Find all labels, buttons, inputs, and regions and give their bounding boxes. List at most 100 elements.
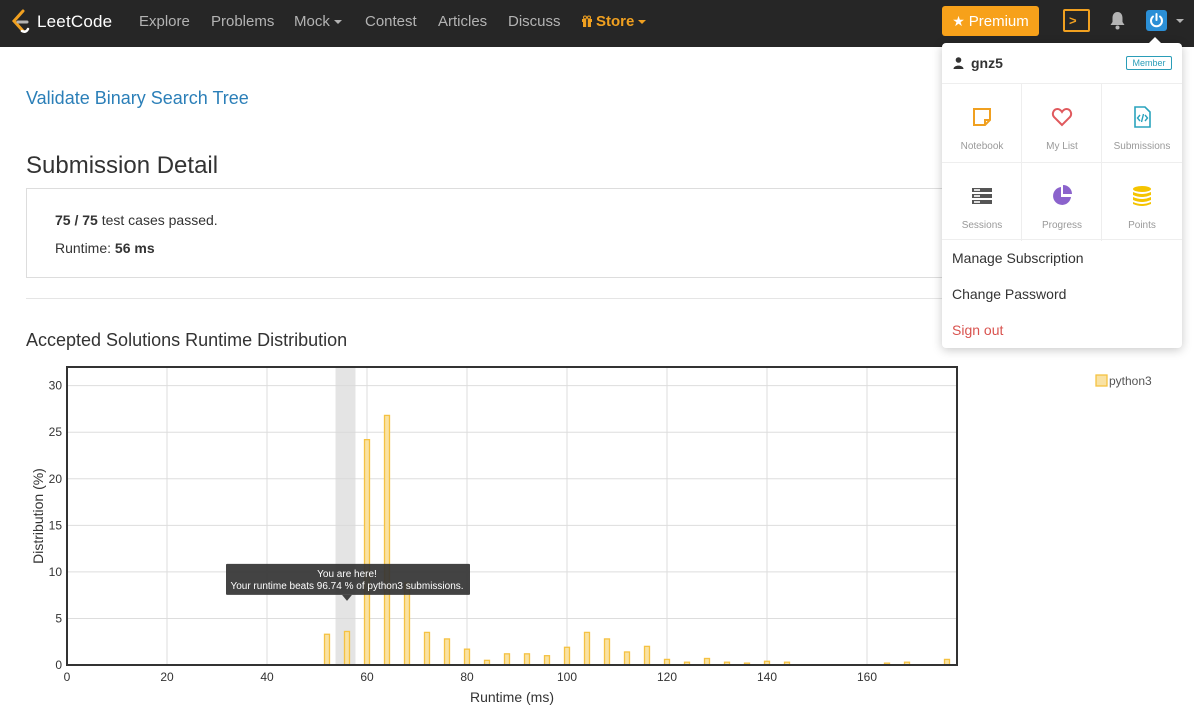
runtime-value: 56 ms (114, 240, 155, 256)
submission-detail-box: 75 / 75 test cases passed. Runtime: 56 m… (26, 188, 956, 278)
test-cases-line: 75 / 75 test cases passed. (55, 212, 218, 228)
chart-bar (463, 648, 471, 666)
x-tick-label: 140 (757, 670, 777, 684)
my-list-link[interactable]: My List (1022, 84, 1102, 162)
submissions-link[interactable]: Submissions (1102, 84, 1182, 162)
nav-articles[interactable]: Articles (438, 13, 488, 30)
sessions-link[interactable]: Sessions (942, 163, 1022, 241)
notebook-link[interactable]: Notebook (942, 84, 1022, 162)
chart-bar (323, 633, 331, 666)
nav-discuss[interactable]: Discuss (508, 13, 561, 30)
points-link[interactable]: Points (1102, 163, 1182, 241)
chart-bar (543, 655, 551, 666)
avatar[interactable] (1146, 10, 1167, 31)
chart-bar (583, 631, 591, 666)
submissions-label: Submissions (1113, 141, 1171, 152)
y-tick-label: 5 (55, 611, 62, 625)
tooltip-title: You are here! (317, 569, 377, 580)
manage-subscription-link[interactable]: Manage Subscription (952, 250, 1084, 266)
star-icon: ★ (952, 12, 965, 29)
y-tick-label: 10 (49, 565, 63, 579)
points-label: Points (1128, 220, 1156, 231)
heart-icon (1051, 107, 1073, 127)
dropdown-user[interactable]: gnz5 (953, 55, 1003, 71)
tooltip-arrow (342, 594, 352, 601)
runtime-distribution-chart: 0 20 40 60 80 100 120 140 160 0 5 10 15 20 25 30 Runtime… (30, 366, 1152, 705)
chart-bar (403, 582, 411, 666)
y-axis-label: Distribution (%) (30, 468, 46, 564)
nav-mock-label: Mock (294, 13, 330, 30)
page-title: Submission Detail (26, 152, 219, 179)
x-tick-label: 60 (360, 670, 374, 684)
runtime-label: Runtime: (55, 240, 112, 256)
chevron-down-icon (638, 20, 647, 25)
pie-icon (1053, 185, 1072, 205)
y-tick-label: 15 (49, 518, 63, 532)
sign-out-link[interactable]: Sign out (952, 322, 1004, 338)
sessions-label: Sessions (961, 220, 1003, 231)
code-file-icon (1134, 106, 1151, 128)
chevron-down-icon[interactable] (1176, 19, 1184, 23)
x-tick-label: 80 (460, 670, 474, 684)
chart-bar (383, 414, 391, 666)
nav-store[interactable]: Store (581, 13, 647, 30)
tooltip-text: Your runtime beats 96.74 % of python3 su… (230, 581, 463, 592)
highlight-band (335, 367, 356, 665)
username: gnz5 (971, 55, 1003, 71)
chart-bar (643, 645, 651, 666)
my-list-label: My List (1046, 141, 1078, 152)
user-icon (953, 57, 964, 69)
legend-label: python3 (1109, 374, 1152, 388)
premium-label: Premium (968, 12, 1029, 30)
gift-icon (582, 15, 592, 27)
progress-label: Progress (1041, 220, 1082, 231)
chart-bar (563, 646, 571, 666)
x-axis-label: Runtime (ms) (470, 689, 554, 705)
tooltip-box (226, 563, 470, 595)
y-tick-label: 30 (49, 379, 63, 393)
x-tick-label: 0 (64, 670, 71, 684)
member-badge: Member (1126, 56, 1172, 70)
chart-bar (523, 653, 531, 666)
dropdown-grid: Notebook My List Submissions (942, 83, 1182, 241)
notebook-icon (973, 108, 991, 126)
change-password-link[interactable]: Change Password (952, 286, 1067, 302)
legend-swatch (1095, 374, 1108, 387)
notebook-label: Notebook (960, 141, 1004, 152)
chevron-down-icon (333, 20, 342, 25)
chart-bar (503, 653, 511, 666)
sessions-icon (972, 188, 992, 204)
nav-store-label: Store (596, 13, 635, 30)
top-navbar: LeetCode Explore Problems Mock Contest A… (0, 0, 1194, 47)
x-tick-label: 120 (657, 670, 677, 684)
coins-icon (1133, 186, 1151, 206)
progress-link[interactable]: Progress (1022, 163, 1102, 241)
nav-contest[interactable]: Contest (365, 13, 417, 30)
passed-count: 75 / 75 (55, 212, 98, 228)
plot-frame (66, 366, 958, 666)
problem-title-link[interactable]: Validate Binary Search Tree (26, 88, 249, 108)
chart-bar (423, 631, 431, 666)
x-tick-label: 20 (160, 670, 174, 684)
nav-problems[interactable]: Problems (211, 13, 275, 30)
x-tick-label: 160 (857, 670, 877, 684)
nav-explore[interactable]: Explore (139, 13, 190, 30)
nav-mock[interactable]: Mock (294, 13, 342, 30)
console-icon[interactable]: > (1063, 9, 1090, 32)
user-dropdown-menu: gnz5 Member Notebook My List Submissions (942, 37, 1182, 348)
divider (26, 298, 956, 299)
power-icon (1150, 13, 1163, 28)
premium-button[interactable]: ★ Premium (942, 6, 1039, 36)
logo[interactable]: LeetCode (9, 8, 112, 36)
chart-bar (343, 630, 351, 666)
y-tick-label: 25 (49, 425, 63, 439)
x-tick-label: 100 (557, 670, 577, 684)
chart-bar (363, 438, 371, 666)
bell-icon[interactable] (1109, 11, 1126, 30)
chart-bar (443, 638, 451, 666)
chart-bar (623, 651, 631, 666)
chart-bar (603, 638, 611, 666)
y-tick-label: 0 (55, 658, 62, 672)
chart-title: Accepted Solutions Runtime Distribution (26, 330, 348, 350)
runtime-line: Runtime: 56 ms (55, 240, 155, 256)
